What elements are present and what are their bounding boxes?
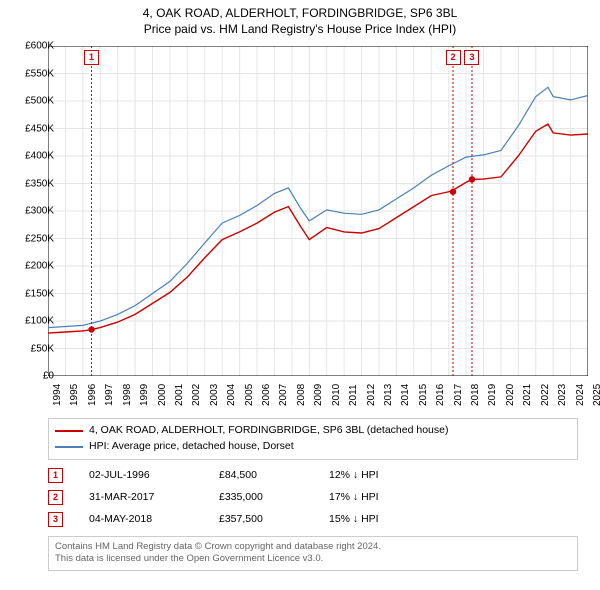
legend-swatch-1 — [55, 430, 83, 432]
price-date-2: 31-MAR-2017 — [63, 491, 219, 503]
x-tick-label: 1998 — [122, 384, 133, 406]
legend-label-1: 4, OAK ROAD, ALDERHOLT, FORDINGBRIDGE, S… — [89, 423, 448, 439]
x-tick-label: 2007 — [278, 384, 289, 406]
y-tick-label: £50K — [31, 343, 54, 354]
price-row-1: 1 02-JUL-1996 £84,500 12% ↓ HPI — [48, 464, 439, 486]
footer-line-1: Contains HM Land Registry data © Crown c… — [55, 541, 571, 553]
x-tick-label: 2010 — [331, 384, 342, 406]
price-marker-1: 1 — [48, 468, 63, 483]
x-tick-label: 2015 — [418, 384, 429, 406]
x-tick-label: 1995 — [69, 384, 80, 406]
chart-container: 4, OAK ROAD, ALDERHOLT, FORDINGBRIDGE, S… — [0, 0, 600, 590]
y-tick-label: £450K — [25, 123, 54, 134]
y-tick-label: £550K — [25, 68, 54, 79]
price-amount-3: £357,500 — [219, 513, 329, 525]
price-date-1: 02-JUL-1996 — [63, 469, 219, 481]
title-line-1: 4, OAK ROAD, ALDERHOLT, FORDINGBRIDGE, S… — [0, 6, 600, 22]
y-tick-label: £200K — [25, 261, 54, 272]
x-tick-label: 2020 — [505, 384, 516, 406]
x-tick-label: 2018 — [470, 384, 481, 406]
x-tick-label: 2017 — [453, 384, 464, 406]
y-tick-label: £250K — [25, 233, 54, 244]
price-table: 1 02-JUL-1996 £84,500 12% ↓ HPI 2 31-MAR… — [48, 464, 439, 530]
x-tick-label: 2009 — [313, 384, 324, 406]
x-tick-label: 2000 — [157, 384, 168, 406]
price-pct-1: 12% ↓ HPI — [329, 469, 439, 481]
x-tick-label: 2001 — [174, 384, 185, 406]
footer-box: Contains HM Land Registry data © Crown c… — [48, 536, 578, 571]
x-tick-label: 1994 — [52, 384, 63, 406]
y-tick-label: £150K — [25, 288, 54, 299]
x-tick-label: 2016 — [435, 384, 446, 406]
chart-area — [48, 46, 588, 376]
footer-line-2: This data is licensed under the Open Gov… — [55, 553, 571, 565]
x-tick-label: 2003 — [209, 384, 220, 406]
x-tick-label: 2002 — [191, 384, 202, 406]
x-tick-label: 2008 — [296, 384, 307, 406]
title-line-2: Price paid vs. HM Land Registry's House … — [0, 22, 600, 38]
chart-svg — [48, 46, 588, 376]
price-date-3: 04-MAY-2018 — [63, 513, 219, 525]
legend-label-2: HPI: Average price, detached house, Dors… — [89, 439, 294, 455]
x-tick-label: 2004 — [226, 384, 237, 406]
price-amount-1: £84,500 — [219, 469, 329, 481]
x-tick-label: 2025 — [592, 384, 600, 406]
y-tick-label: £600K — [25, 41, 54, 52]
x-tick-label: 2012 — [366, 384, 377, 406]
x-tick-label: 2022 — [540, 384, 551, 406]
legend-row-1: 4, OAK ROAD, ALDERHOLT, FORDINGBRIDGE, S… — [55, 423, 571, 439]
legend-swatch-2 — [55, 446, 83, 448]
x-tick-label: 2024 — [575, 384, 586, 406]
y-tick-label: £400K — [25, 151, 54, 162]
x-tick-label: 2023 — [557, 384, 568, 406]
sale-marker-box: 1 — [84, 50, 99, 65]
x-tick-label: 2019 — [487, 384, 498, 406]
y-tick-label: £350K — [25, 178, 54, 189]
x-tick-label: 2021 — [522, 384, 533, 406]
y-tick-label: £100K — [25, 316, 54, 327]
x-tick-label: 2011 — [348, 384, 359, 406]
price-pct-2: 17% ↓ HPI — [329, 491, 439, 503]
price-amount-2: £335,000 — [219, 491, 329, 503]
x-tick-label: 2014 — [400, 384, 411, 406]
x-tick-label: 1999 — [139, 384, 150, 406]
y-tick-label: £0 — [43, 371, 54, 382]
price-pct-3: 15% ↓ HPI — [329, 513, 439, 525]
x-tick-label: 2005 — [244, 384, 255, 406]
y-tick-label: £300K — [25, 206, 54, 217]
y-tick-label: £500K — [25, 96, 54, 107]
price-row-3: 3 04-MAY-2018 £357,500 15% ↓ HPI — [48, 508, 439, 530]
sale-marker-box: 2 — [446, 50, 461, 65]
legend-box: 4, OAK ROAD, ALDERHOLT, FORDINGBRIDGE, S… — [48, 418, 578, 460]
price-marker-3: 3 — [48, 512, 63, 527]
x-tick-label: 2006 — [261, 384, 272, 406]
legend-row-2: HPI: Average price, detached house, Dors… — [55, 439, 571, 455]
title-block: 4, OAK ROAD, ALDERHOLT, FORDINGBRIDGE, S… — [0, 0, 600, 37]
sale-marker-box: 3 — [464, 50, 479, 65]
x-tick-label: 2013 — [383, 384, 394, 406]
x-tick-label: 1997 — [104, 384, 115, 406]
x-tick-label: 1996 — [87, 384, 98, 406]
price-marker-2: 2 — [48, 490, 63, 505]
price-row-2: 2 31-MAR-2017 £335,000 17% ↓ HPI — [48, 486, 439, 508]
